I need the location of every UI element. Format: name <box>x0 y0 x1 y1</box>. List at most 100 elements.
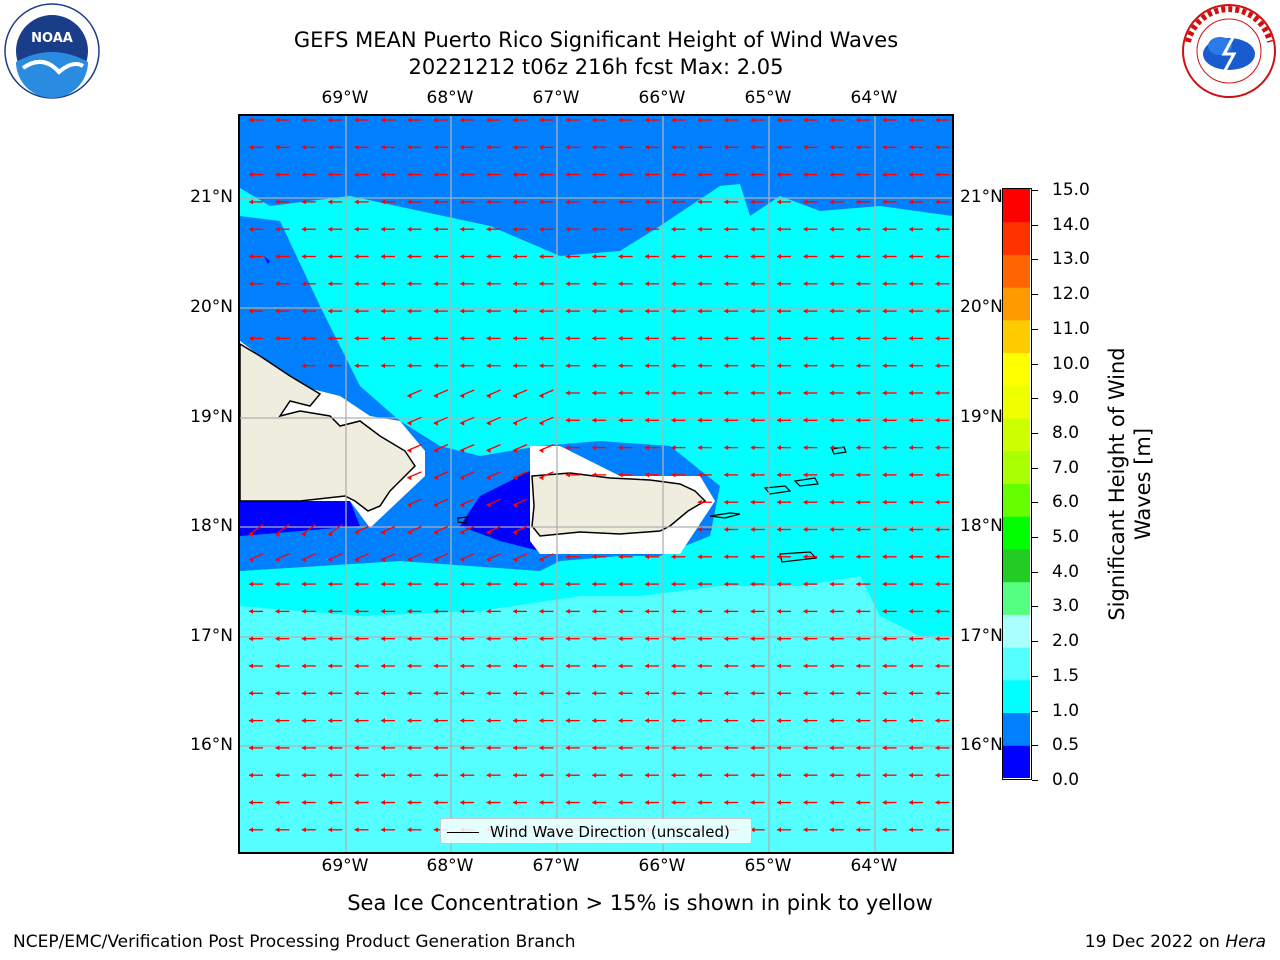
wind-wave-arrowhead <box>486 530 491 535</box>
wind-wave-arrowhead <box>486 663 491 669</box>
wind-wave-arrowhead <box>249 718 253 724</box>
wind-wave-arrowhead <box>407 745 412 751</box>
wind-wave-arrowhead <box>777 390 781 396</box>
wind-wave-arrowhead <box>328 117 333 123</box>
wind-wave-arrowhead <box>354 172 359 178</box>
wind-wave-arrowhead <box>565 172 570 178</box>
colorbar-tick-label: 14.0 <box>1052 214 1090 235</box>
wind-wave-arrowhead <box>803 472 808 478</box>
wind-wave-arrowhead <box>513 117 517 123</box>
wind-wave-arrowhead <box>275 663 280 669</box>
lat-tick-left-16: 16°N <box>190 735 233 755</box>
wind-wave-arrowhead <box>882 527 887 532</box>
colorbar-swatch <box>1003 352 1030 386</box>
wind-wave-arrowhead <box>618 281 623 287</box>
wind-wave-arrowhead <box>618 199 623 205</box>
wind-wave-arrowhead <box>486 581 491 587</box>
wind-wave-arrowhead <box>882 718 887 724</box>
colorbar-tick-mark <box>1032 224 1038 226</box>
wind-wave-arrowhead <box>486 636 491 642</box>
wind-wave-arrowhead <box>513 745 517 751</box>
wind-wave-arrowhead <box>354 144 359 150</box>
wind-wave-arrowhead <box>433 608 438 614</box>
wind-wave-arrowhead <box>275 772 280 778</box>
wind-wave-arrowhead <box>882 800 887 805</box>
wind-wave-arrowhead <box>645 690 649 696</box>
wind-wave-arrowhead <box>803 499 808 505</box>
wind-wave-arrowhead <box>249 199 253 205</box>
wind-wave-arrowhead <box>750 554 755 560</box>
wind-wave-arrows <box>248 117 950 833</box>
wind-wave-arrowhead <box>697 772 702 778</box>
wind-wave-arrowhead <box>935 445 940 451</box>
wind-wave-arrowhead <box>724 199 729 205</box>
wind-wave-arrowhead <box>618 636 623 642</box>
wind-wave-arrowhead <box>433 772 438 778</box>
wind-wave-arrowhead <box>592 554 597 560</box>
wind-wave-arrowhead <box>433 335 438 341</box>
wind-wave-arrowhead <box>856 363 861 369</box>
colorbar-swatch <box>1003 319 1030 354</box>
colorbar-tick-mark <box>1032 780 1038 781</box>
wind-wave-arrowhead <box>777 281 781 287</box>
wind-wave-arrowhead <box>433 308 438 314</box>
colorbar-tick-label: 3.0 <box>1052 596 1080 617</box>
wind-wave-arrowhead <box>486 718 491 724</box>
lon-tick-bottom-68: 68°W <box>426 856 474 876</box>
wind-wave-arrowhead <box>433 718 438 724</box>
wind-wave-arrowhead <box>803 663 808 669</box>
wind-wave-arrowhead <box>275 532 280 537</box>
wind-wave-arrowhead <box>697 608 702 614</box>
wind-wave-arrowhead <box>249 557 253 563</box>
wind-wave-arrowhead <box>354 281 359 287</box>
wind-wave-arrowhead <box>803 800 808 805</box>
wind-wave-arrowhead <box>539 772 544 778</box>
wind-wave-arrowhead <box>565 690 570 696</box>
wind-wave-arrowhead <box>777 472 781 478</box>
wind-wave-arrowhead <box>249 636 253 642</box>
wind-wave-arrowhead <box>645 772 649 778</box>
wind-wave-arrow <box>248 523 264 536</box>
wind-wave-arrowhead <box>301 827 306 833</box>
wind-wave-arrowhead <box>882 144 887 150</box>
wind-wave-arrowhead <box>750 608 755 614</box>
wind-wave-arrowhead <box>407 608 412 614</box>
wind-wave-arrowhead <box>829 445 834 451</box>
wind-wave-arrowhead <box>460 608 465 614</box>
wind-wave-arrowhead <box>777 636 781 642</box>
wind-wave-arrowhead <box>381 581 385 587</box>
ocean-band-0.0-0.5-c <box>460 471 540 551</box>
wind-wave-arrowhead <box>724 527 729 532</box>
wind-wave-arrowhead <box>777 199 781 205</box>
wind-wave-arrowhead <box>460 363 465 369</box>
wind-wave-arrowhead <box>750 199 755 205</box>
wind-wave-arrowhead <box>433 827 438 833</box>
wind-wave-arrowhead <box>856 144 861 150</box>
wind-wave-arrowhead <box>249 690 253 696</box>
wind-wave-arrowhead <box>645 144 649 150</box>
gridlines <box>240 116 952 852</box>
wind-wave-arrowhead <box>433 448 438 454</box>
wind-wave-arrowhead <box>460 663 465 669</box>
wind-wave-arrowhead <box>486 393 491 399</box>
wind-wave-arrowhead <box>750 254 755 259</box>
colorbar-tick-label: 15.0 <box>1052 180 1090 200</box>
wind-wave-arrowhead <box>829 335 834 341</box>
wind-wave-arrowhead <box>618 226 623 232</box>
wind-wave-arrowhead <box>618 144 623 150</box>
wind-wave-arrowhead <box>856 226 861 232</box>
wind-wave-arrowhead <box>513 800 517 805</box>
wind-wave-arrowhead <box>671 144 676 150</box>
wind-wave-arrowhead <box>882 690 887 696</box>
wind-wave-arrowhead <box>618 363 623 369</box>
wind-wave-arrowhead <box>565 390 570 396</box>
wind-wave-arrowhead <box>724 800 729 805</box>
wind-wave-arrowhead <box>460 581 465 587</box>
wind-wave-arrowhead <box>777 608 781 614</box>
wind-wave-arrowhead <box>433 226 438 232</box>
map-svg <box>240 116 952 852</box>
wind-wave-arrowhead <box>539 581 544 587</box>
wind-wave-arrow <box>301 523 317 536</box>
wind-wave-arrowhead <box>328 745 333 751</box>
wind-wave-arrowhead <box>697 254 702 259</box>
